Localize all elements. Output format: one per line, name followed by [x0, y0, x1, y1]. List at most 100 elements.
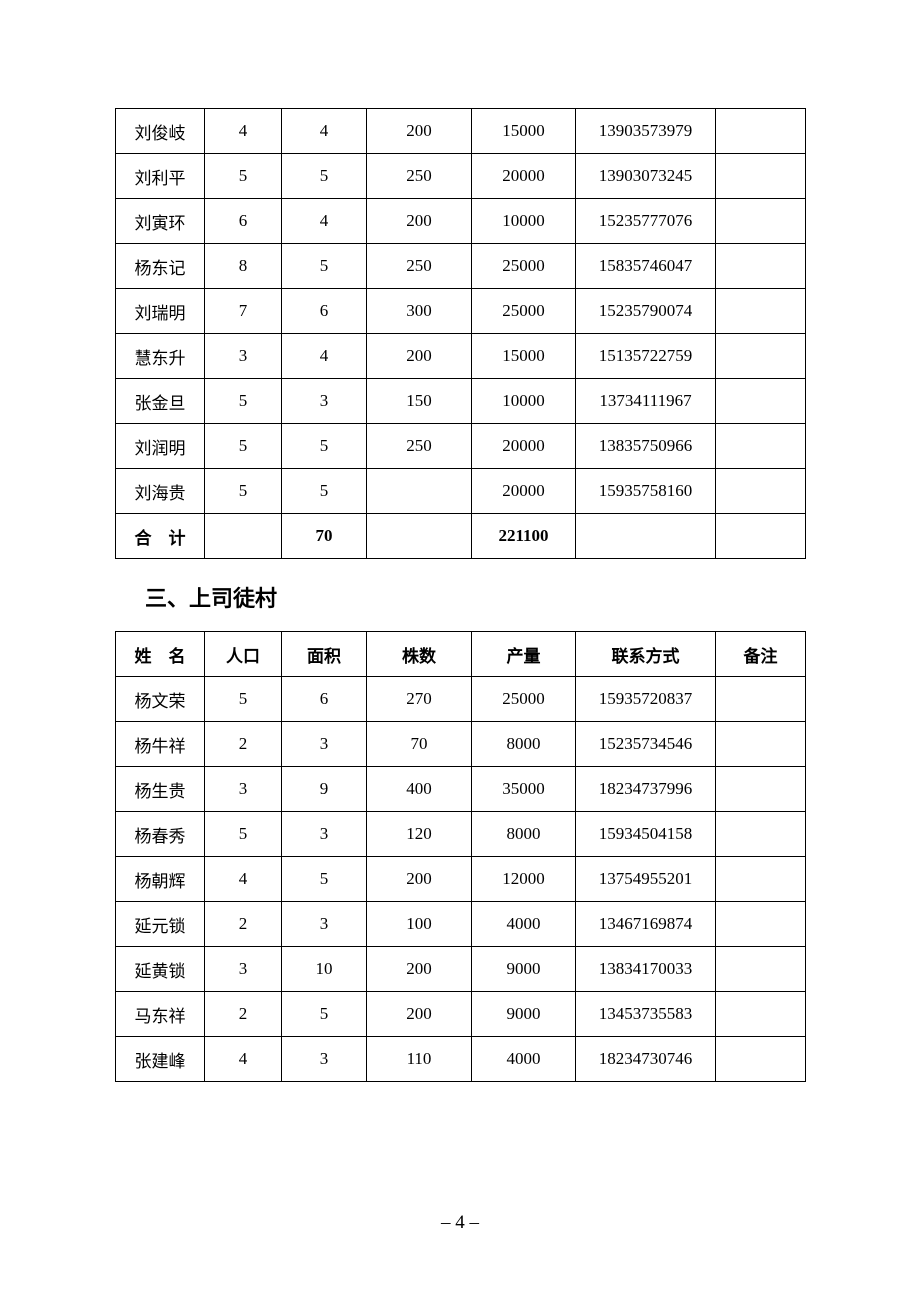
cell-name: 延元锁	[116, 902, 205, 947]
cell-pop: 5	[205, 812, 282, 857]
cell-contact: 15935720837	[576, 677, 716, 722]
cell-name: 刘海贵	[116, 469, 205, 514]
cell-pop: 8	[205, 244, 282, 289]
cell-plant: 270	[367, 677, 472, 722]
cell-area: 5	[282, 469, 367, 514]
cell-plant: 70	[367, 722, 472, 767]
header-yield: 产量	[472, 632, 576, 677]
cell-yield: 9000	[472, 947, 576, 992]
cell-area: 4	[282, 109, 367, 154]
table-row: 延黄锁 3 10 200 9000 13834170033	[116, 947, 806, 992]
table-2-body: 姓 名 人口 面积 株数 产量 联系方式 备注 杨文荣 5 6 270 2500…	[116, 632, 806, 1082]
cell-contact: 13453735583	[576, 992, 716, 1037]
cell-note	[716, 767, 806, 812]
cell-name: 延黄锁	[116, 947, 205, 992]
cell-yield: 15000	[472, 334, 576, 379]
cell-contact: 15935758160	[576, 469, 716, 514]
cell-contact: 13835750966	[576, 424, 716, 469]
cell-area: 5	[282, 424, 367, 469]
cell-plant	[367, 469, 472, 514]
cell-area: 4	[282, 334, 367, 379]
cell-name: 张建峰	[116, 1037, 205, 1082]
cell-name: 杨春秀	[116, 812, 205, 857]
cell-note	[716, 289, 806, 334]
table-row: 张金旦 5 3 150 10000 13734111967	[116, 379, 806, 424]
cell-plant: 200	[367, 992, 472, 1037]
cell-name: 张金旦	[116, 379, 205, 424]
cell-pop: 2	[205, 992, 282, 1037]
cell-pop: 2	[205, 902, 282, 947]
table-row: 张建峰 4 3 110 4000 18234730746	[116, 1037, 806, 1082]
cell-note	[716, 992, 806, 1037]
cell-plant: 300	[367, 289, 472, 334]
cell-total-label: 合 计	[116, 514, 205, 559]
cell-note	[716, 947, 806, 992]
cell-note	[716, 379, 806, 424]
cell-pop: 3	[205, 767, 282, 812]
cell-name: 慧东升	[116, 334, 205, 379]
cell-total-plant	[367, 514, 472, 559]
cell-name: 杨朝辉	[116, 857, 205, 902]
cell-pop: 4	[205, 1037, 282, 1082]
cell-note	[716, 812, 806, 857]
cell-area: 3	[282, 379, 367, 424]
cell-plant: 120	[367, 812, 472, 857]
table-1-body: 刘俊岐 4 4 200 15000 13903573979 刘利平 5 5 25…	[116, 109, 806, 559]
cell-area: 3	[282, 722, 367, 767]
cell-note	[716, 857, 806, 902]
cell-note	[716, 424, 806, 469]
cell-plant: 200	[367, 199, 472, 244]
table-row: 杨生贵 3 9 400 35000 18234737996	[116, 767, 806, 812]
cell-note	[716, 1037, 806, 1082]
page-number: – 4 –	[0, 1212, 920, 1234]
table-total-row: 合 计 70 221100	[116, 514, 806, 559]
cell-plant: 250	[367, 424, 472, 469]
cell-contact: 13834170033	[576, 947, 716, 992]
cell-note	[716, 722, 806, 767]
cell-yield: 25000	[472, 244, 576, 289]
cell-contact: 18234737996	[576, 767, 716, 812]
cell-contact: 15934504158	[576, 812, 716, 857]
cell-note	[716, 469, 806, 514]
cell-name: 杨生贵	[116, 767, 205, 812]
table-row: 刘利平 5 5 250 20000 13903073245	[116, 154, 806, 199]
cell-pop: 6	[205, 199, 282, 244]
cell-area: 4	[282, 199, 367, 244]
cell-note	[716, 244, 806, 289]
cell-yield: 15000	[472, 109, 576, 154]
cell-total-yield: 221100	[472, 514, 576, 559]
cell-contact: 13467169874	[576, 902, 716, 947]
cell-area: 6	[282, 677, 367, 722]
cell-plant: 150	[367, 379, 472, 424]
header-plant: 株数	[367, 632, 472, 677]
cell-plant: 250	[367, 154, 472, 199]
cell-area: 10	[282, 947, 367, 992]
table-2: 姓 名 人口 面积 株数 产量 联系方式 备注 杨文荣 5 6 270 2500…	[115, 631, 806, 1082]
cell-area: 3	[282, 1037, 367, 1082]
table-row: 杨牛祥 2 3 70 8000 15235734546	[116, 722, 806, 767]
cell-yield: 25000	[472, 289, 576, 334]
cell-pop: 3	[205, 334, 282, 379]
table-row: 马东祥 2 5 200 9000 13453735583	[116, 992, 806, 1037]
cell-area: 5	[282, 154, 367, 199]
cell-note	[716, 334, 806, 379]
cell-area: 6	[282, 289, 367, 334]
cell-contact: 13903573979	[576, 109, 716, 154]
table-row: 刘俊岐 4 4 200 15000 13903573979	[116, 109, 806, 154]
cell-note	[716, 154, 806, 199]
cell-name: 刘瑞明	[116, 289, 205, 334]
cell-name: 杨东记	[116, 244, 205, 289]
cell-yield: 8000	[472, 812, 576, 857]
header-name: 姓 名	[116, 632, 205, 677]
cell-plant: 110	[367, 1037, 472, 1082]
cell-plant: 400	[367, 767, 472, 812]
cell-yield: 10000	[472, 199, 576, 244]
cell-contact: 15835746047	[576, 244, 716, 289]
cell-area: 5	[282, 244, 367, 289]
cell-pop: 4	[205, 109, 282, 154]
section-heading: 三、上司徒村	[145, 581, 805, 613]
cell-contact: 13734111967	[576, 379, 716, 424]
cell-contact: 18234730746	[576, 1037, 716, 1082]
cell-contact: 15235777076	[576, 199, 716, 244]
table-row: 延元锁 2 3 100 4000 13467169874	[116, 902, 806, 947]
